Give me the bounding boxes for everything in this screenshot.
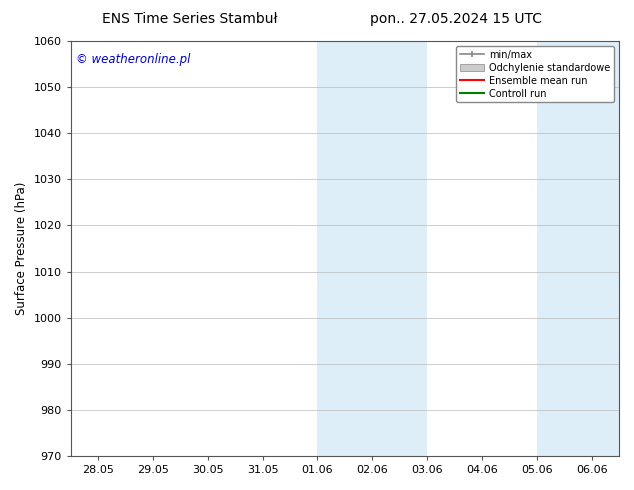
- Text: © weatheronline.pl: © weatheronline.pl: [76, 53, 191, 67]
- Bar: [372, 41, 427, 456]
- Text: ENS Time Series Stambuł: ENS Time Series Stambuł: [103, 12, 278, 26]
- Bar: [537, 41, 619, 456]
- Legend: min/max, Odchylenie standardowe, Ensemble mean run, Controll run: min/max, Odchylenie standardowe, Ensembl…: [456, 46, 614, 102]
- Y-axis label: Surface Pressure (hPa): Surface Pressure (hPa): [15, 182, 28, 315]
- Bar: [318, 41, 372, 456]
- Text: pon.. 27.05.2024 15 UTC: pon.. 27.05.2024 15 UTC: [370, 12, 543, 26]
